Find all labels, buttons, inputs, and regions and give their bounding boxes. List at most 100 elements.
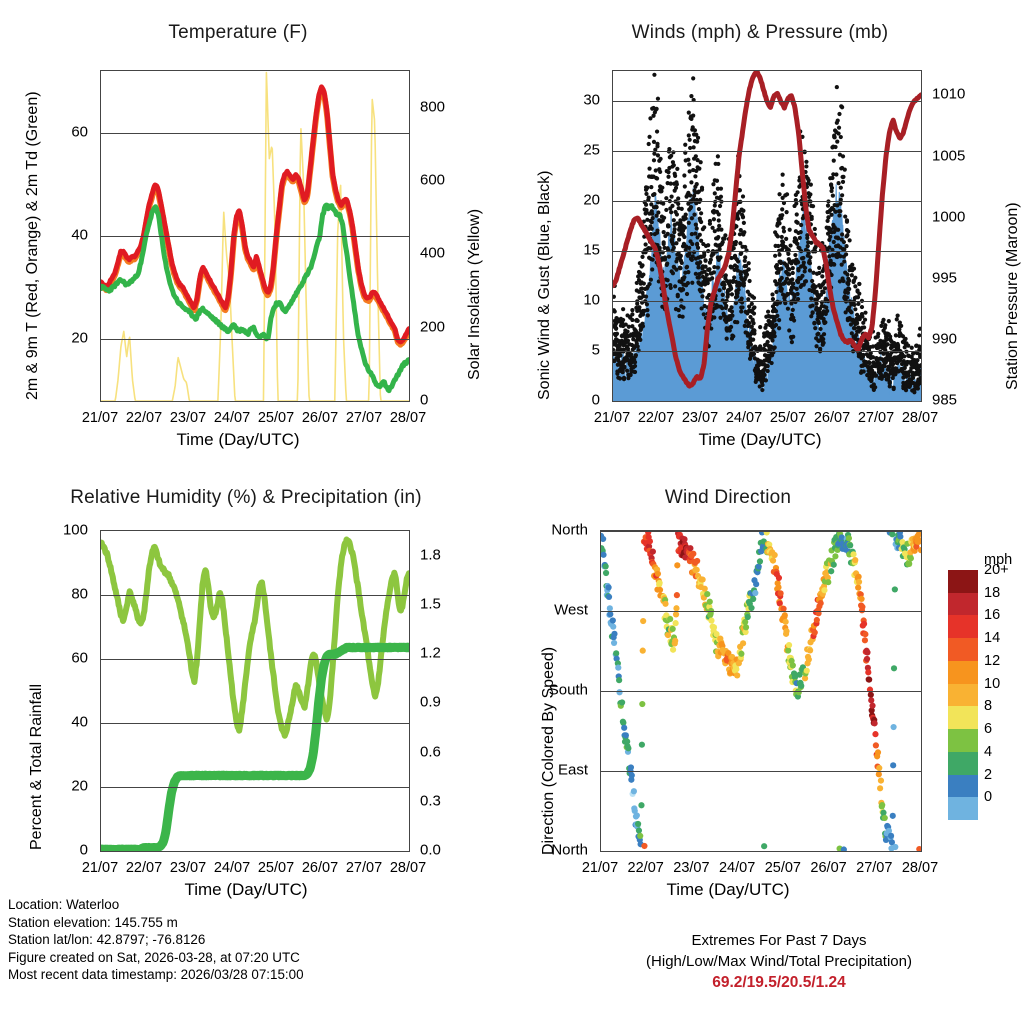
axis-label-value: South	[548, 681, 588, 699]
x-axis-tick-label: 27/07	[856, 860, 893, 876]
axis-tick	[692, 530, 693, 531]
axis-label-value: 0	[79, 841, 88, 859]
axis-tick	[409, 556, 410, 557]
axis-tick	[100, 391, 101, 392]
panel-winds-pressure: Winds (mph) & Pressure (mb) Sonic Wind &…	[512, 0, 1024, 460]
x-axis-tick-label: 25/07	[257, 860, 295, 876]
x-axis-tick-label: 27/07	[345, 410, 383, 426]
axis-tick	[921, 851, 922, 852]
colorbar-band	[948, 592, 978, 616]
x-axis-tick-label: 22/07	[125, 860, 163, 876]
colorbar-tick-label: 12	[984, 652, 1001, 669]
axis-tick	[647, 851, 648, 852]
axis-label-value: 985	[932, 391, 958, 409]
colorbar-tick-label: 4	[984, 743, 993, 760]
axis-tick	[100, 81, 101, 82]
x-axis-tick-label: 25/07	[764, 860, 801, 876]
axis-label-value: 20	[583, 191, 600, 209]
winds-plot-area	[612, 70, 922, 402]
axis-tick	[921, 70, 922, 71]
axis-tick	[745, 70, 746, 71]
axis-tick	[877, 70, 878, 71]
axis-tick	[692, 851, 693, 852]
x-axis-tick-label: 26/07	[813, 410, 851, 426]
temperature-y2label: Solar Insolation (Yellow)	[466, 208, 483, 380]
x-axis-tick-label: 21/07	[593, 410, 631, 426]
temperature-title: Temperature (F)	[168, 22, 308, 43]
axis-tick	[701, 70, 702, 71]
axis-label-value: 1010	[932, 85, 966, 103]
axis-label-value: 60	[71, 123, 88, 141]
axis-tick	[365, 70, 366, 71]
axis-label-value: 400	[420, 244, 446, 262]
axis-tick	[233, 70, 234, 71]
axis-tick	[601, 530, 602, 531]
humidity-title: Relative Humidity (%) & Precipitation (i…	[70, 487, 422, 508]
colorbar-tick-label: 2	[984, 766, 993, 783]
axis-label-value: 1.8	[420, 546, 441, 564]
wind-speed-colorbar: 20+ 18 16 14 12 10 8 6 4 2 0	[948, 562, 1009, 821]
axis-tick	[145, 530, 146, 531]
axis-tick	[612, 251, 613, 252]
humidity-plot-area	[100, 530, 410, 852]
axis-label-value: 0.3	[420, 792, 441, 810]
axis-tick	[784, 530, 785, 531]
x-axis-tick-label: 21/07	[81, 410, 119, 426]
axis-label-value: West	[554, 601, 588, 619]
x-axis-tick-label: 28/07	[389, 410, 427, 426]
axis-label-value: 60	[71, 649, 88, 667]
metadata-elevation: Station elevation: 145.755 m	[8, 914, 178, 930]
axis-tick	[100, 787, 101, 788]
axis-tick	[612, 351, 613, 352]
axis-label-value: 800	[420, 98, 446, 116]
axis-label-value: 0.6	[420, 743, 441, 761]
axis-tick	[100, 236, 101, 237]
axis-label-value: 1000	[932, 208, 966, 226]
axis-tick	[100, 659, 101, 660]
axis-tick	[409, 218, 410, 219]
wind-direction-plot-area	[600, 530, 922, 852]
gridline	[101, 339, 409, 341]
axis-label-value: 30	[583, 91, 600, 109]
axis-tick	[409, 364, 410, 365]
axis-tick	[612, 301, 613, 302]
axis-tick	[877, 401, 878, 402]
x-axis-tick-label: 24/07	[718, 860, 756, 876]
axis-tick	[600, 611, 601, 612]
axis-tick	[875, 851, 876, 852]
axis-tick	[612, 401, 613, 402]
colorbar-band	[948, 797, 978, 821]
axis-label-value: 25	[583, 141, 600, 159]
axis-tick	[101, 401, 102, 402]
extremes-title: Extremes For Past 7 Days	[691, 932, 867, 949]
x-axis-tick-label: 24/07	[213, 860, 251, 876]
axis-label-value: 1005	[932, 147, 966, 165]
x-axis-tick-label: 23/07	[681, 410, 719, 426]
axis-label-value: 40	[71, 713, 88, 731]
axis-tick	[233, 851, 234, 852]
axis-tick	[601, 851, 602, 852]
axis-tick	[101, 530, 102, 531]
axis-tick	[409, 703, 410, 704]
x-axis-tick-label: 22/07	[627, 860, 664, 876]
gridline	[613, 101, 921, 102]
axis-tick	[745, 401, 746, 402]
axis-tick	[100, 288, 101, 289]
axis-tick	[100, 595, 101, 596]
axis-tick	[833, 401, 834, 402]
gridline	[601, 691, 921, 692]
axis-tick	[409, 181, 410, 182]
axis-tick	[321, 401, 322, 402]
axis-tick	[321, 530, 322, 531]
gridline	[101, 659, 409, 660]
axis-tick	[647, 530, 648, 531]
colorbar-band	[948, 638, 978, 662]
axis-tick	[921, 340, 922, 341]
axis-label-value: 0.0	[420, 841, 441, 859]
axis-tick	[409, 802, 410, 803]
metadata-created: Figure created on Sat, 2026-03-28, at 07…	[8, 949, 300, 965]
axis-tick	[145, 70, 146, 71]
x-axis-tick-label: 28/07	[901, 860, 939, 876]
panel-wind-direction: Wind Direction Direction (Colored By Spe…	[512, 460, 1024, 910]
axis-tick	[277, 70, 278, 71]
